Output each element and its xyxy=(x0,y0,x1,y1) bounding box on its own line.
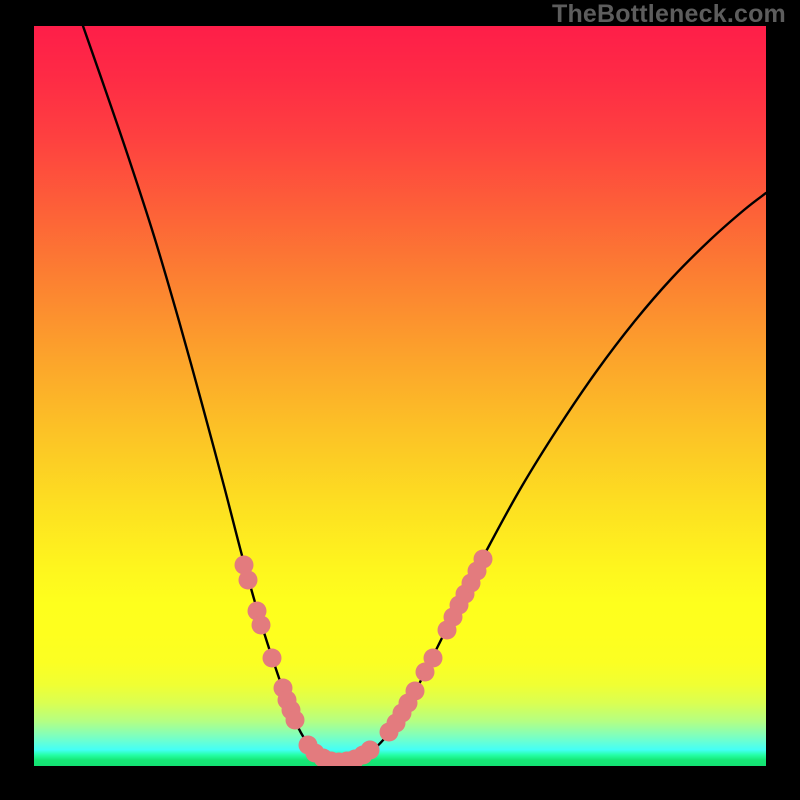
plot-svg xyxy=(34,26,766,766)
data-dot xyxy=(252,616,271,635)
data-dot xyxy=(263,649,282,668)
chart-container: TheBottleneck.com xyxy=(0,0,800,800)
data-dot xyxy=(406,682,425,701)
data-dot xyxy=(424,649,443,668)
plot-area xyxy=(34,26,766,766)
gradient-background xyxy=(34,26,766,766)
data-dot xyxy=(239,571,258,590)
data-dot xyxy=(474,550,493,569)
data-dot xyxy=(286,711,305,730)
watermark-text: TheBottleneck.com xyxy=(552,0,786,29)
data-dot xyxy=(361,741,380,760)
